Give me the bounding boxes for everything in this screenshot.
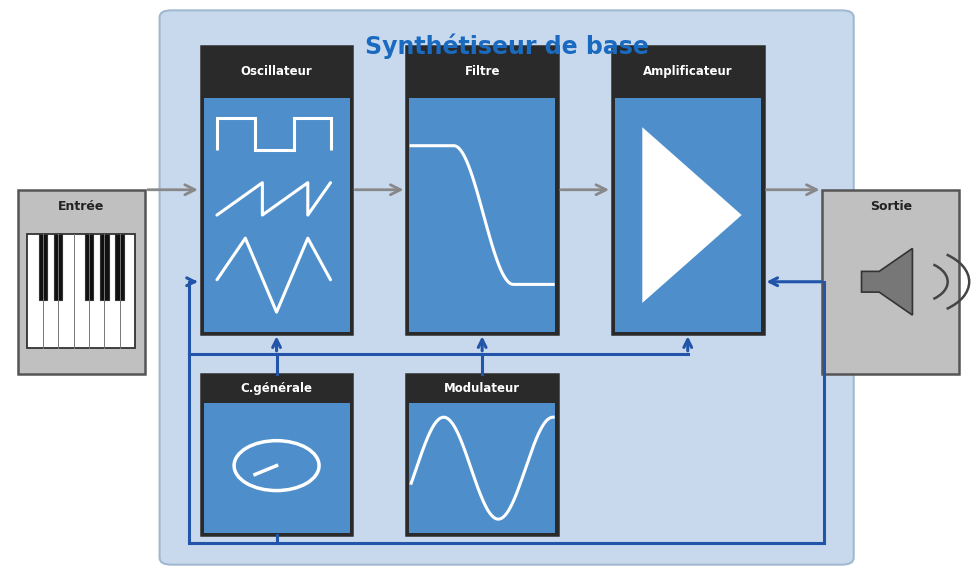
Bar: [203, 402, 349, 533]
Bar: [100, 234, 109, 300]
Bar: [200, 46, 352, 333]
Text: Filtre: Filtre: [464, 66, 500, 78]
Text: Synthétiseur de base: Synthétiseur de base: [365, 33, 647, 59]
Polygon shape: [861, 248, 911, 315]
Bar: [27, 234, 135, 348]
Text: C.générale: C.générale: [241, 382, 312, 395]
Bar: [406, 46, 557, 333]
Text: Amplificateur: Amplificateur: [643, 66, 732, 78]
Bar: [203, 98, 349, 332]
Polygon shape: [642, 127, 741, 303]
Bar: [200, 374, 352, 535]
Bar: [409, 98, 555, 332]
Bar: [85, 234, 93, 300]
Bar: [115, 234, 124, 300]
Bar: [614, 98, 760, 332]
Bar: [611, 46, 763, 333]
Bar: [38, 234, 47, 300]
FancyBboxPatch shape: [159, 10, 853, 565]
Text: Sortie: Sortie: [868, 200, 911, 213]
Text: Entrée: Entrée: [58, 200, 105, 213]
Bar: [822, 190, 958, 374]
Text: Modulateur: Modulateur: [444, 382, 519, 395]
Bar: [409, 402, 555, 533]
Text: Oscillateur: Oscillateur: [241, 66, 312, 78]
Bar: [18, 190, 145, 374]
Bar: [406, 374, 557, 535]
Bar: [54, 234, 63, 300]
